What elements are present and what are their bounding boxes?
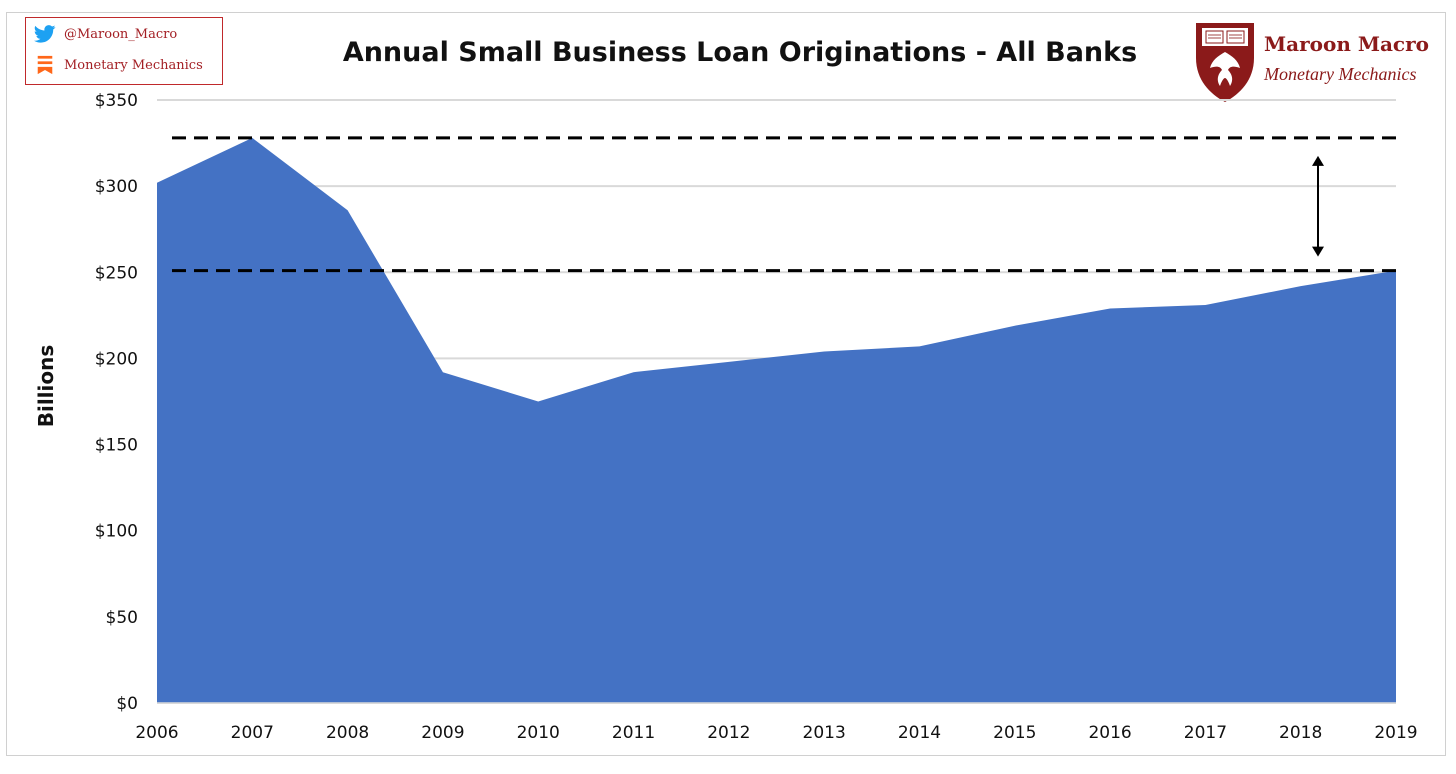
area-fill xyxy=(157,137,1396,703)
x-tick-label: 2011 xyxy=(612,723,655,743)
annotation xyxy=(1312,155,1324,257)
arrow-head-up-icon xyxy=(1312,155,1324,166)
reference-lines xyxy=(172,136,1396,273)
x-tick-label: 2019 xyxy=(1374,723,1417,743)
x-tick-label: 2006 xyxy=(135,723,178,743)
brand-subtitle: Monetary Mechanics xyxy=(1264,64,1417,84)
y-tick-label: $150 xyxy=(95,436,138,456)
y-tick-label: $100 xyxy=(95,522,138,542)
y-tick-label: $50 xyxy=(106,608,138,628)
x-tick-label: 2007 xyxy=(231,723,274,743)
x-tick-labels: 2006 2007 2008 2009 2010 2011 2012 2013 2014 2015… xyxy=(135,702,1418,743)
substack-name: Monetary Mechanics xyxy=(64,57,203,73)
x-tick-label: 2015 xyxy=(993,723,1036,743)
x-tick-label: 2013 xyxy=(803,723,846,743)
y-tick-labels: $0 $50 $100 $150 $200 $250 $300 $350 xyxy=(95,91,138,714)
x-tick-label: 2016 xyxy=(1088,723,1131,743)
twitter-handle: @Maroon_Macro xyxy=(64,26,178,42)
chart-title: Annual Small Business Loan Originations … xyxy=(342,37,1138,68)
y-tick-label: $200 xyxy=(95,349,138,369)
y-tick-label: $250 xyxy=(95,263,138,283)
y-tick-label: $300 xyxy=(95,177,138,197)
social-box: @Maroon_Macro Monetary Mechanics xyxy=(25,17,223,85)
x-tick-label: 2010 xyxy=(517,723,560,743)
substack-icon xyxy=(37,55,53,75)
brand-name: Maroon Macro xyxy=(1264,32,1429,56)
substack-row[interactable]: Monetary Mechanics xyxy=(34,55,203,75)
y-tick-label: $0 xyxy=(116,694,138,714)
area-series xyxy=(157,137,1396,703)
university-crest-icon xyxy=(1196,23,1254,102)
arrow-head-down-icon xyxy=(1312,246,1324,257)
chart-frame xyxy=(6,12,1446,756)
x-tick-label: 2014 xyxy=(898,723,941,743)
twitter-bird-icon xyxy=(34,25,56,43)
x-tick-label: 2017 xyxy=(1184,723,1227,743)
x-tick-label: 2009 xyxy=(421,723,464,743)
x-tick-label: 2008 xyxy=(326,723,369,743)
x-tick-label: 2012 xyxy=(707,723,750,743)
y-tick-label: $350 xyxy=(95,91,138,111)
brand-logo: Maroon Macro Monetary Mechanics xyxy=(1192,20,1442,106)
twitter-row[interactable]: @Maroon_Macro xyxy=(34,25,177,43)
x-tick-label: 2018 xyxy=(1279,723,1322,743)
